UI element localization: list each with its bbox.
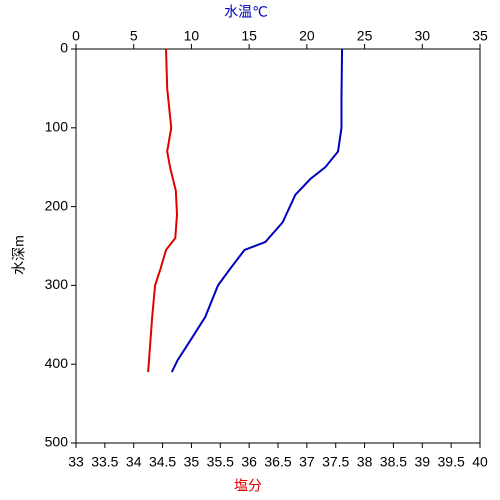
top-tick-label: 15 bbox=[241, 28, 257, 44]
bottom-axis-title: 塩分 bbox=[234, 478, 262, 494]
top-tick-label: 10 bbox=[184, 28, 200, 44]
top-tick-label: 0 bbox=[72, 28, 80, 44]
profile-line bbox=[147, 48, 179, 373]
y-tick-label: 0 bbox=[60, 40, 68, 56]
bottom-tick-label: 39 bbox=[414, 454, 430, 470]
profile-line bbox=[170, 48, 344, 373]
bottom-tick-label: 37 bbox=[299, 454, 315, 470]
top-tick-label: 30 bbox=[414, 28, 430, 44]
bottom-tick-label: 36 bbox=[241, 454, 257, 470]
y-tick-label: 100 bbox=[45, 119, 69, 135]
bottom-tick-label: 37.5 bbox=[322, 454, 349, 470]
bottom-tick-label: 38.5 bbox=[380, 454, 407, 470]
bottom-tick-label: 38 bbox=[357, 454, 373, 470]
bottom-tick-label: 39.5 bbox=[438, 454, 465, 470]
y-axis-title: 水深m bbox=[11, 235, 27, 275]
bottom-tick-label: 40 bbox=[472, 454, 488, 470]
top-axis-title: 水温℃ bbox=[224, 4, 268, 20]
top-tick-label: 20 bbox=[299, 28, 315, 44]
y-tick-label: 300 bbox=[45, 276, 69, 292]
y-tick-label: 200 bbox=[45, 197, 69, 213]
bottom-tick-label: 33 bbox=[68, 454, 84, 470]
top-tick-label: 25 bbox=[357, 28, 373, 44]
bottom-tick-label: 34 bbox=[126, 454, 142, 470]
bottom-tick-label: 33.5 bbox=[91, 454, 118, 470]
bottom-tick-label: 35.5 bbox=[207, 454, 234, 470]
bottom-tick-label: 34.5 bbox=[149, 454, 176, 470]
bottom-tick-label: 35 bbox=[184, 454, 200, 470]
top-tick-label: 35 bbox=[472, 28, 488, 44]
y-tick-label: 500 bbox=[45, 434, 69, 450]
y-tick-label: 400 bbox=[45, 355, 69, 371]
bottom-tick-label: 36.5 bbox=[264, 454, 291, 470]
top-tick-label: 5 bbox=[130, 28, 138, 44]
plot-frame bbox=[75, 48, 481, 444]
